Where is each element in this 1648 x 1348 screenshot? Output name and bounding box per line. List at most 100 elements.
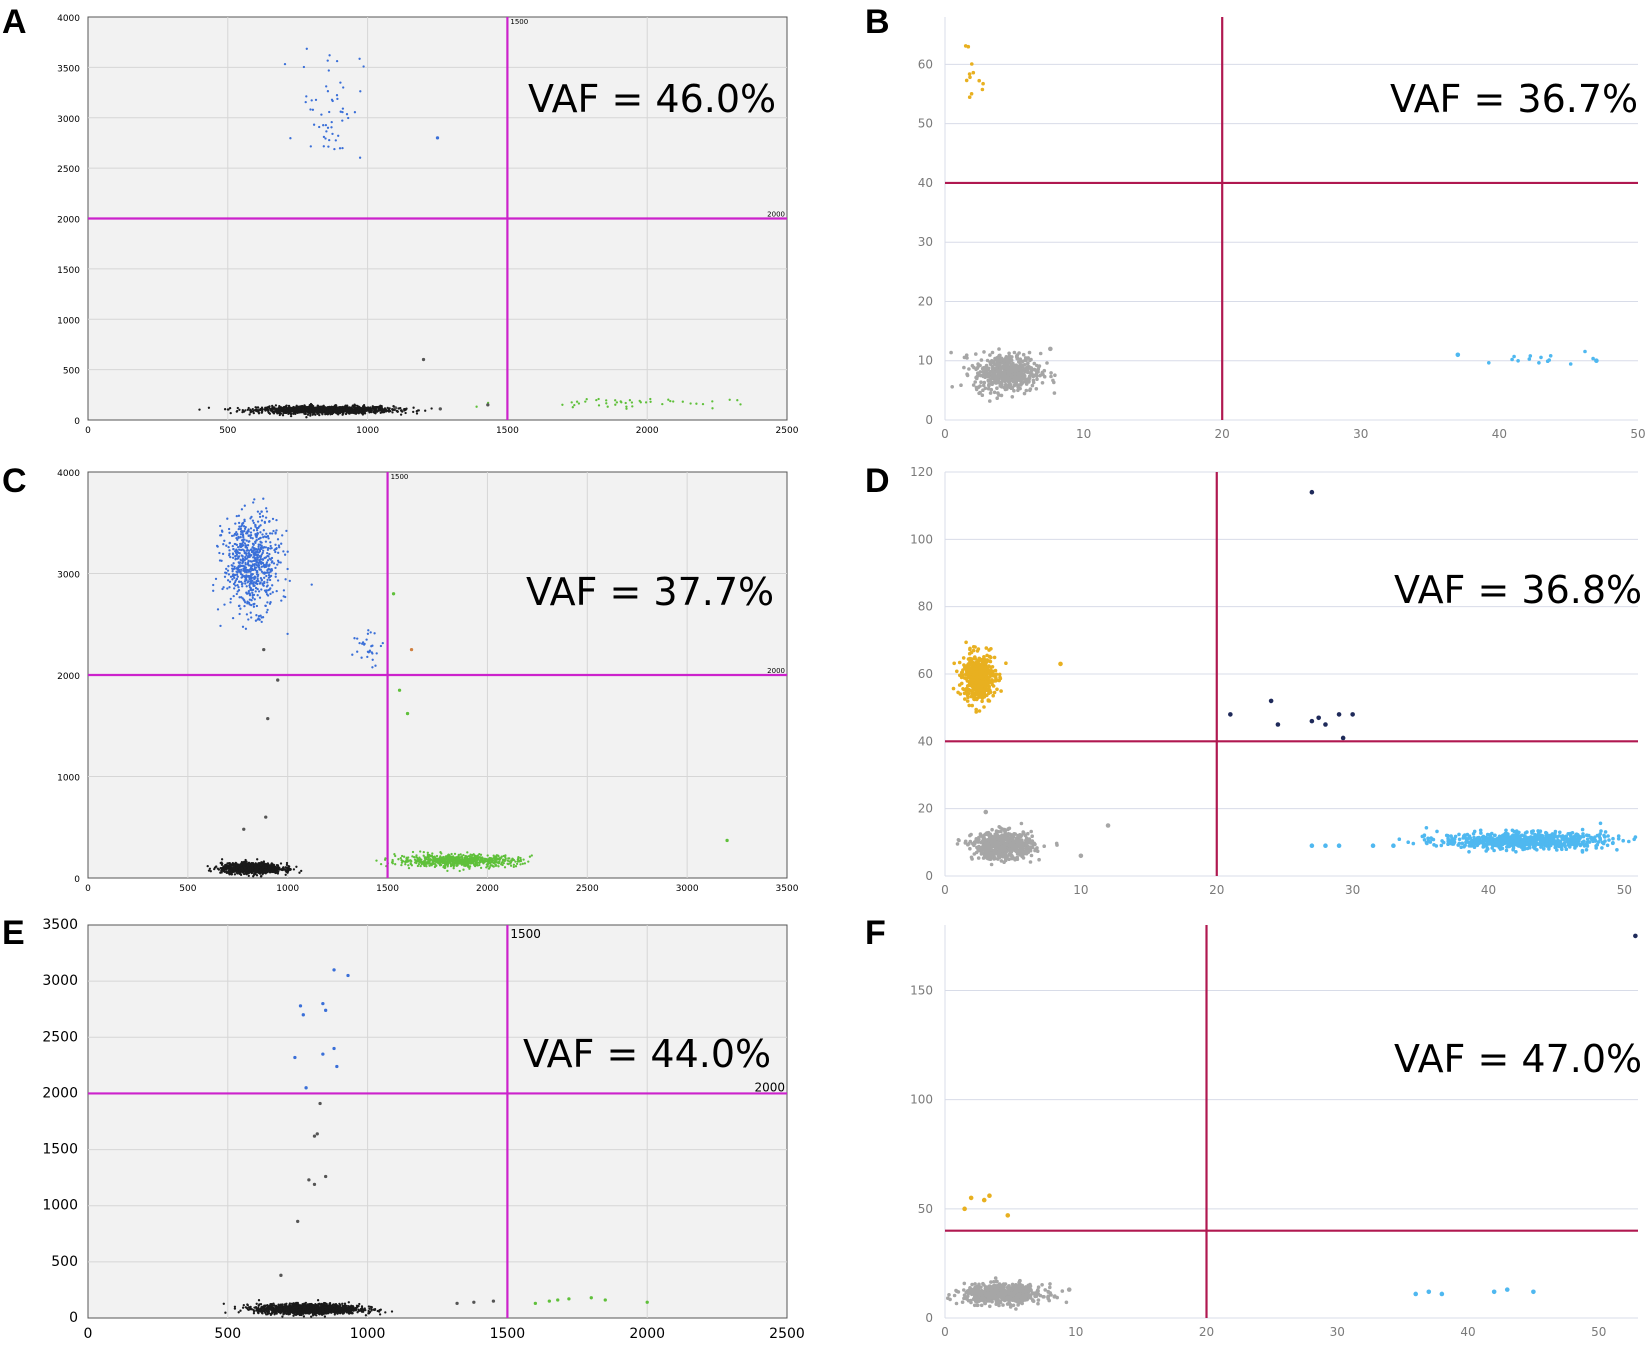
data-point	[367, 629, 370, 632]
data-point	[355, 406, 358, 410]
data-point	[251, 542, 255, 545]
data-point	[989, 862, 994, 867]
data-point	[328, 54, 331, 57]
data-point	[443, 858, 447, 862]
tick-label-y: 40	[918, 176, 933, 190]
data-point	[959, 383, 963, 388]
data-point	[255, 529, 259, 532]
data-point	[309, 108, 312, 111]
data-point	[255, 870, 258, 873]
data-point	[320, 113, 323, 116]
data-point	[309, 145, 312, 148]
data-point	[269, 587, 272, 590]
data-point	[322, 124, 325, 127]
data-point	[327, 145, 330, 148]
data-point	[368, 411, 371, 414]
data-point	[1000, 370, 1004, 375]
data-point	[229, 601, 232, 604]
data-point	[573, 403, 576, 407]
data-point	[974, 352, 978, 356]
data-point	[326, 412, 330, 416]
data-point	[272, 529, 275, 533]
data-point	[324, 413, 327, 416]
data-point	[260, 519, 264, 522]
data-point	[282, 589, 286, 592]
data-point	[371, 652, 374, 655]
data-point	[301, 409, 304, 413]
data-point	[338, 411, 342, 414]
data-point	[335, 59, 339, 63]
data-point	[446, 869, 449, 873]
data-point	[256, 594, 259, 597]
data-point	[246, 563, 250, 566]
data-point	[283, 62, 287, 66]
data-point	[250, 548, 253, 551]
data-point	[318, 125, 321, 129]
tick-label-x: 2500	[776, 426, 799, 436]
data-point	[976, 362, 980, 366]
data-point	[328, 408, 331, 412]
data-point	[336, 407, 340, 411]
data-point	[237, 604, 241, 608]
data-point	[236, 545, 240, 549]
data-point	[232, 547, 235, 551]
data-point	[230, 869, 233, 873]
data-point	[223, 603, 226, 606]
data-point	[251, 588, 255, 591]
data-point	[233, 532, 237, 536]
tick-label-y: 2500	[57, 165, 80, 175]
data-point	[736, 399, 739, 402]
data-point	[261, 866, 265, 869]
data-point	[628, 399, 632, 402]
data-point	[274, 572, 277, 575]
data-point	[347, 116, 350, 120]
data-point	[1001, 365, 1005, 370]
data-point	[342, 86, 345, 89]
data-point	[244, 578, 247, 581]
data-point	[625, 407, 628, 410]
data-point	[328, 110, 331, 114]
tick-label-x: 30	[1353, 427, 1368, 441]
data-point	[220, 858, 224, 861]
data-point	[337, 134, 340, 137]
data-point	[249, 536, 252, 539]
data-point	[279, 862, 283, 865]
tick-label-x: 500	[179, 884, 196, 894]
data-point	[243, 866, 246, 870]
data-point	[259, 524, 262, 527]
data-point	[308, 404, 311, 407]
data-point	[239, 530, 243, 533]
data-point	[241, 534, 245, 537]
data-point	[236, 584, 239, 587]
data-point	[238, 596, 241, 599]
data-point	[397, 688, 402, 692]
data-point	[242, 827, 246, 831]
data-point	[530, 854, 533, 857]
data-point	[990, 350, 995, 355]
data-point	[1539, 355, 1543, 360]
data-point	[1516, 359, 1520, 363]
data-point	[487, 861, 490, 864]
data-point	[251, 596, 254, 600]
data-point	[430, 407, 433, 410]
data-point	[273, 871, 276, 874]
data-point	[228, 531, 231, 534]
data-point	[1034, 372, 1038, 377]
data-point	[242, 549, 246, 552]
data-point	[243, 568, 246, 571]
data-point	[267, 863, 270, 866]
data-point	[234, 861, 237, 865]
data-point	[990, 367, 995, 371]
data-point	[257, 551, 261, 554]
data-point	[474, 862, 477, 865]
data-point	[973, 380, 977, 384]
data-point	[268, 532, 272, 535]
data-point	[962, 365, 966, 370]
data-point	[261, 558, 264, 561]
tick-label-x: 1500	[496, 426, 519, 436]
data-point	[285, 863, 289, 867]
data-point	[309, 414, 312, 417]
data-point	[649, 400, 652, 403]
data-point	[263, 556, 266, 560]
